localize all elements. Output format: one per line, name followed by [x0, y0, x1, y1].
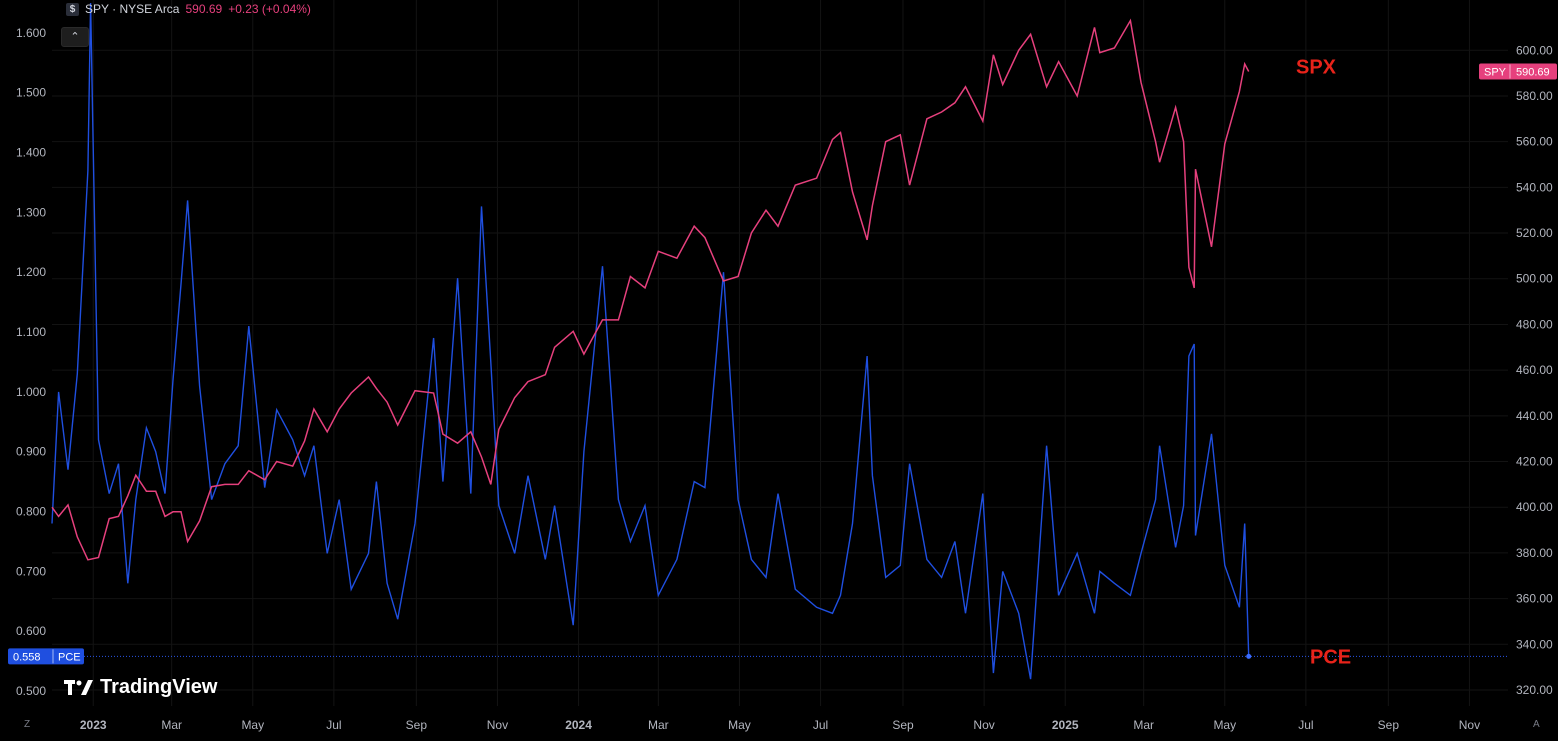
time-axis-label: Sep	[1378, 718, 1400, 732]
spy-badge-value: 590.69	[1516, 67, 1550, 79]
log-scale-toggle[interactable]: Z	[24, 719, 31, 730]
right-axis-tick-label: 360.00	[1516, 592, 1553, 606]
right-axis-tick-label: 540.00	[1516, 180, 1553, 194]
time-axis-label: Sep	[892, 718, 914, 732]
spx-annotation: SPX	[1296, 57, 1337, 79]
left-axis-tick-label: 0.900	[16, 445, 46, 459]
left-axis-tick-label: 1.100	[16, 325, 46, 339]
pce-badge-symbol: PCE	[58, 651, 81, 663]
tradingview-logo: TradingView	[64, 676, 217, 699]
right-axis-tick-label: 340.00	[1516, 637, 1553, 651]
right-axis-tick-label: 600.00	[1516, 43, 1553, 57]
left-axis-tick-label: 0.800	[16, 505, 46, 519]
time-axis-label: 2024	[565, 718, 592, 732]
left-axis-tick-label: 1.600	[16, 26, 46, 40]
left-axis-tick-label: 1.000	[16, 385, 46, 399]
pce-last-point	[1246, 653, 1252, 659]
auto-scale-toggle[interactable]: A	[1533, 719, 1540, 730]
left-axis-tick-label: 1.500	[16, 86, 46, 100]
time-axis-label: 2025	[1052, 718, 1079, 732]
right-axis-tick-label: 520.00	[1516, 226, 1553, 240]
time-axis-label: Nov	[1459, 718, 1480, 732]
left-price-axis: 0.500 0.600 0.700 0.800 0.900 1.000 1.100 1.200…	[16, 26, 46, 698]
symbol-legend[interactable]: $ SPY · NYSE Arca 590.69 +0.23 (+0.04%)	[66, 2, 311, 16]
pce-value-badge: 0.558 PCE	[8, 648, 84, 665]
pce-badge-value: 0.558	[13, 651, 41, 663]
tradingview-wordmark: TradingView	[100, 676, 218, 698]
right-axis-tick-label: 580.00	[1516, 89, 1553, 103]
time-axis-label: May	[241, 718, 264, 732]
dollar-icon: $	[66, 2, 79, 16]
spy-badge-symbol: SPY	[1484, 67, 1507, 79]
time-axis-label: Jul	[813, 718, 828, 732]
right-axis-tick-label: 320.00	[1516, 683, 1553, 697]
time-axis-label: Jul	[326, 718, 341, 732]
spy-price-badge: SPY 590.69	[1479, 63, 1557, 80]
right-axis-tick-label: 420.00	[1516, 455, 1553, 469]
legend-change: +0.23 (+0.04%)	[228, 2, 311, 16]
right-axis-tick-label: 460.00	[1516, 363, 1553, 377]
right-axis-tick-label: 380.00	[1516, 546, 1553, 560]
time-axis-label: May	[1213, 718, 1236, 732]
left-axis-tick-label: 1.400	[16, 146, 46, 160]
right-price-axis: 320.00 340.00 360.00 380.00 400.00 420.00 440.…	[1516, 43, 1553, 697]
chevron-up-icon: ⌃	[70, 31, 80, 43]
time-axis-label: Mar	[161, 718, 182, 732]
time-axis-label: Nov	[973, 718, 994, 732]
time-axis-label: Jul	[1298, 718, 1313, 732]
left-axis-tick-label: 1.200	[16, 265, 46, 279]
left-axis-tick-label: 1.300	[16, 205, 46, 219]
time-axis-label: Mar	[648, 718, 669, 732]
right-axis-tick-label: 400.00	[1516, 500, 1553, 514]
legend-symbol[interactable]: SPY · NYSE Arca	[85, 2, 180, 16]
left-axis-tick-label: 0.500	[16, 684, 46, 698]
spx-series-line	[51, 18, 1250, 561]
collapse-legend-button[interactable]: ⌃	[61, 27, 89, 47]
chart-grid	[52, 0, 1508, 706]
right-axis-tick-label: 500.00	[1516, 272, 1553, 286]
right-axis-tick-label: 480.00	[1516, 317, 1553, 331]
time-axis-label: Nov	[487, 718, 508, 732]
time-axis-label: Sep	[406, 718, 428, 732]
time-axis-label: Mar	[1133, 718, 1154, 732]
left-axis-tick-label: 0.600	[16, 624, 46, 638]
time-axis-label: 2023	[80, 718, 107, 732]
right-axis-tick-label: 440.00	[1516, 409, 1553, 423]
legend-price: 590.69	[185, 2, 223, 16]
tradingview-mark-icon	[64, 679, 93, 695]
pce-annotation: PCE	[1310, 646, 1351, 668]
right-axis-tick-label: 560.00	[1516, 135, 1553, 149]
pce-series-line	[51, 2, 1250, 680]
time-axis-label: May	[728, 718, 751, 732]
left-axis-tick-label: 0.700	[16, 564, 46, 578]
time-axis: 2023 Mar May Jul Sep Nov 2024 Mar May Jul Sep Nov 20…	[80, 718, 1480, 732]
